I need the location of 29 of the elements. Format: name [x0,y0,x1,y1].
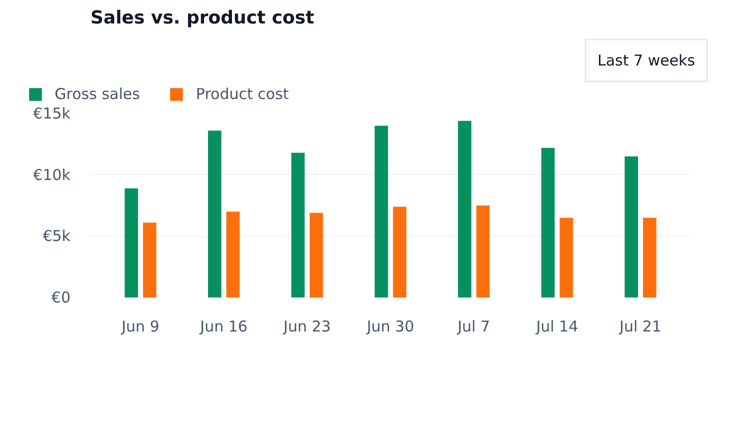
bar [541,148,555,298]
bar [291,152,305,298]
legend-label: Product cost [196,85,289,103]
x-tick-label: Jul 14 [535,318,578,336]
x-tick-label: Jul 7 [456,318,490,336]
chart-title: Sales vs. product cost [90,8,315,28]
x-tick-label: Jun 23 [282,318,331,336]
bar [124,188,138,298]
y-tick-label: €15k [33,104,71,122]
bar [374,126,388,298]
bar [393,206,406,298]
bar [458,120,472,298]
bar [226,212,240,298]
bar [476,206,490,298]
x-tick-label: Jun 16 [199,318,248,336]
bar [560,218,573,298]
x-tick-label: Jul 21 [618,318,662,336]
x-tick-label: Jun 30 [366,318,414,336]
bar [208,130,222,298]
bar [143,222,156,298]
bar [643,218,656,298]
bar [624,156,638,298]
bar [310,212,323,298]
legend-label: Gross sales [54,85,140,103]
y-tick-label: €10k [33,166,71,184]
text: Last 7 weeks [598,52,696,70]
y-tick-label: €5k [42,227,71,246]
x-tick-label: Jun 9 [120,318,160,336]
y-tick-label: €0 [51,288,71,306]
